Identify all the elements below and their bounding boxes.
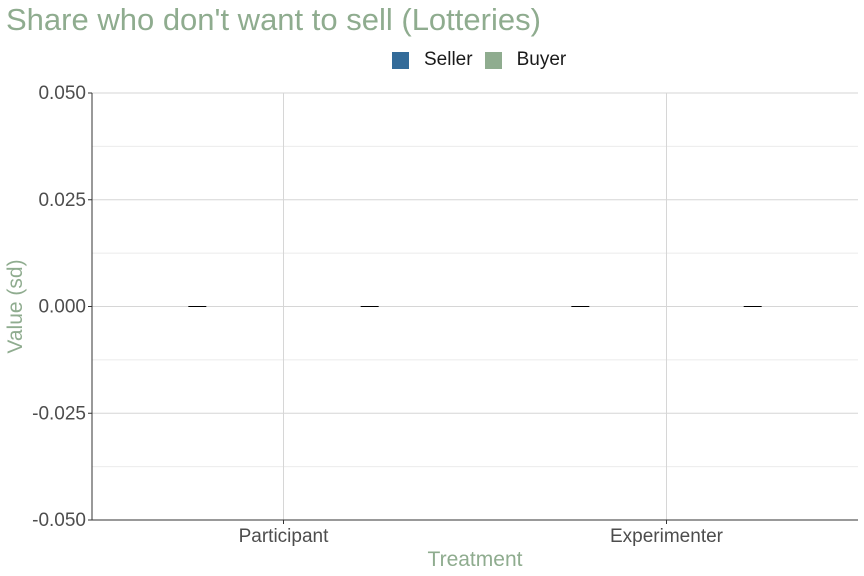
grid-minor: [92, 145, 858, 468]
legend-label-buyer: Buyer: [516, 49, 567, 70]
legend-item-seller: Seller: [392, 49, 473, 71]
y-axis-title: Value (sd): [4, 259, 27, 353]
chart-title: Share who don't want to sell (Lotteries): [6, 2, 541, 37]
legend: Seller Buyer: [392, 48, 578, 72]
x-tick-label: Experimenter: [610, 526, 724, 547]
y-tick-label: -0.050: [32, 510, 86, 531]
ticks: [88, 92, 667, 524]
legend-item-buyer: Buyer: [484, 49, 567, 71]
y-tick-label: 0.000: [38, 297, 86, 318]
y-tick-label: 0.025: [38, 190, 86, 211]
tick-labels: 0.050 0.025 0.000 -0.025 -0.050 Participant Ex…: [32, 83, 724, 547]
legend-label-seller: Seller: [424, 49, 473, 70]
x-tick-label: Participant: [239, 526, 329, 547]
y-tick-label: -0.025: [32, 403, 86, 424]
legend-swatch-seller: [392, 51, 409, 69]
y-tick-label: 0.050: [38, 83, 86, 104]
x-axis-title: Treatment: [428, 548, 523, 571]
grid-major: [92, 92, 858, 521]
legend-swatch-buyer: [484, 51, 502, 69]
